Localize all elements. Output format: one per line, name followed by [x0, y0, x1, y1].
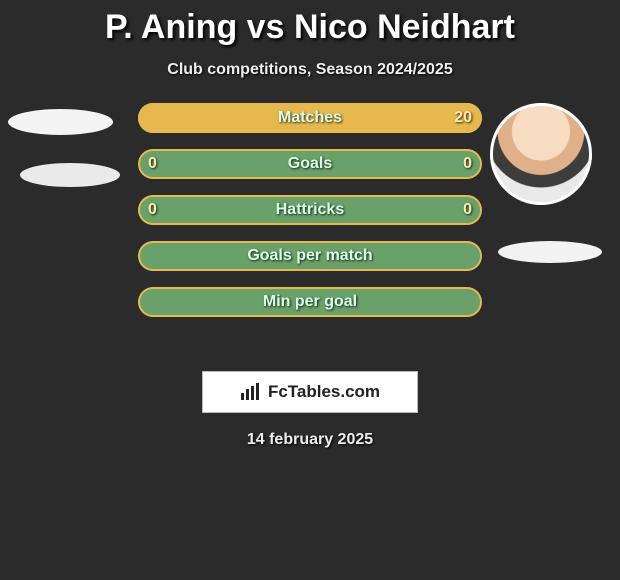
bar-right-value: 0	[463, 149, 472, 179]
player-right-ellipse	[498, 241, 602, 263]
player-left-ellipse-1	[8, 109, 113, 135]
comparison-stage: 20Matches00Goals00HattricksGoals per mat…	[0, 103, 620, 363]
bar-border	[138, 287, 482, 317]
bar-border	[138, 241, 482, 271]
page-subtitle: Club competitions, Season 2024/2025	[0, 61, 620, 79]
bar-border	[138, 149, 482, 179]
logo-bars-icon	[240, 383, 262, 401]
stat-bar: Min per goal	[138, 287, 482, 317]
stat-bar: 00Goals	[138, 149, 482, 179]
logo-box: FcTables.com	[202, 371, 418, 413]
footer-date: 14 february 2025	[0, 431, 620, 449]
stat-bars: 20Matches00Goals00HattricksGoals per mat…	[138, 103, 482, 333]
page-title: P. Aning vs Nico Neidhart	[0, 0, 620, 47]
logo-text: FcTables.com	[268, 382, 380, 402]
player-left-ellipse-2	[20, 163, 120, 187]
bar-border	[138, 103, 482, 133]
stat-bar: 20Matches	[138, 103, 482, 133]
stat-bar: 00Hattricks	[138, 195, 482, 225]
stat-bar: Goals per match	[138, 241, 482, 271]
bar-right-value: 0	[463, 195, 472, 225]
bar-border	[138, 195, 482, 225]
bar-left-value: 0	[148, 149, 157, 179]
bar-right-value: 20	[454, 103, 472, 133]
player-right-avatar	[490, 103, 592, 205]
bar-left-value: 0	[148, 195, 157, 225]
